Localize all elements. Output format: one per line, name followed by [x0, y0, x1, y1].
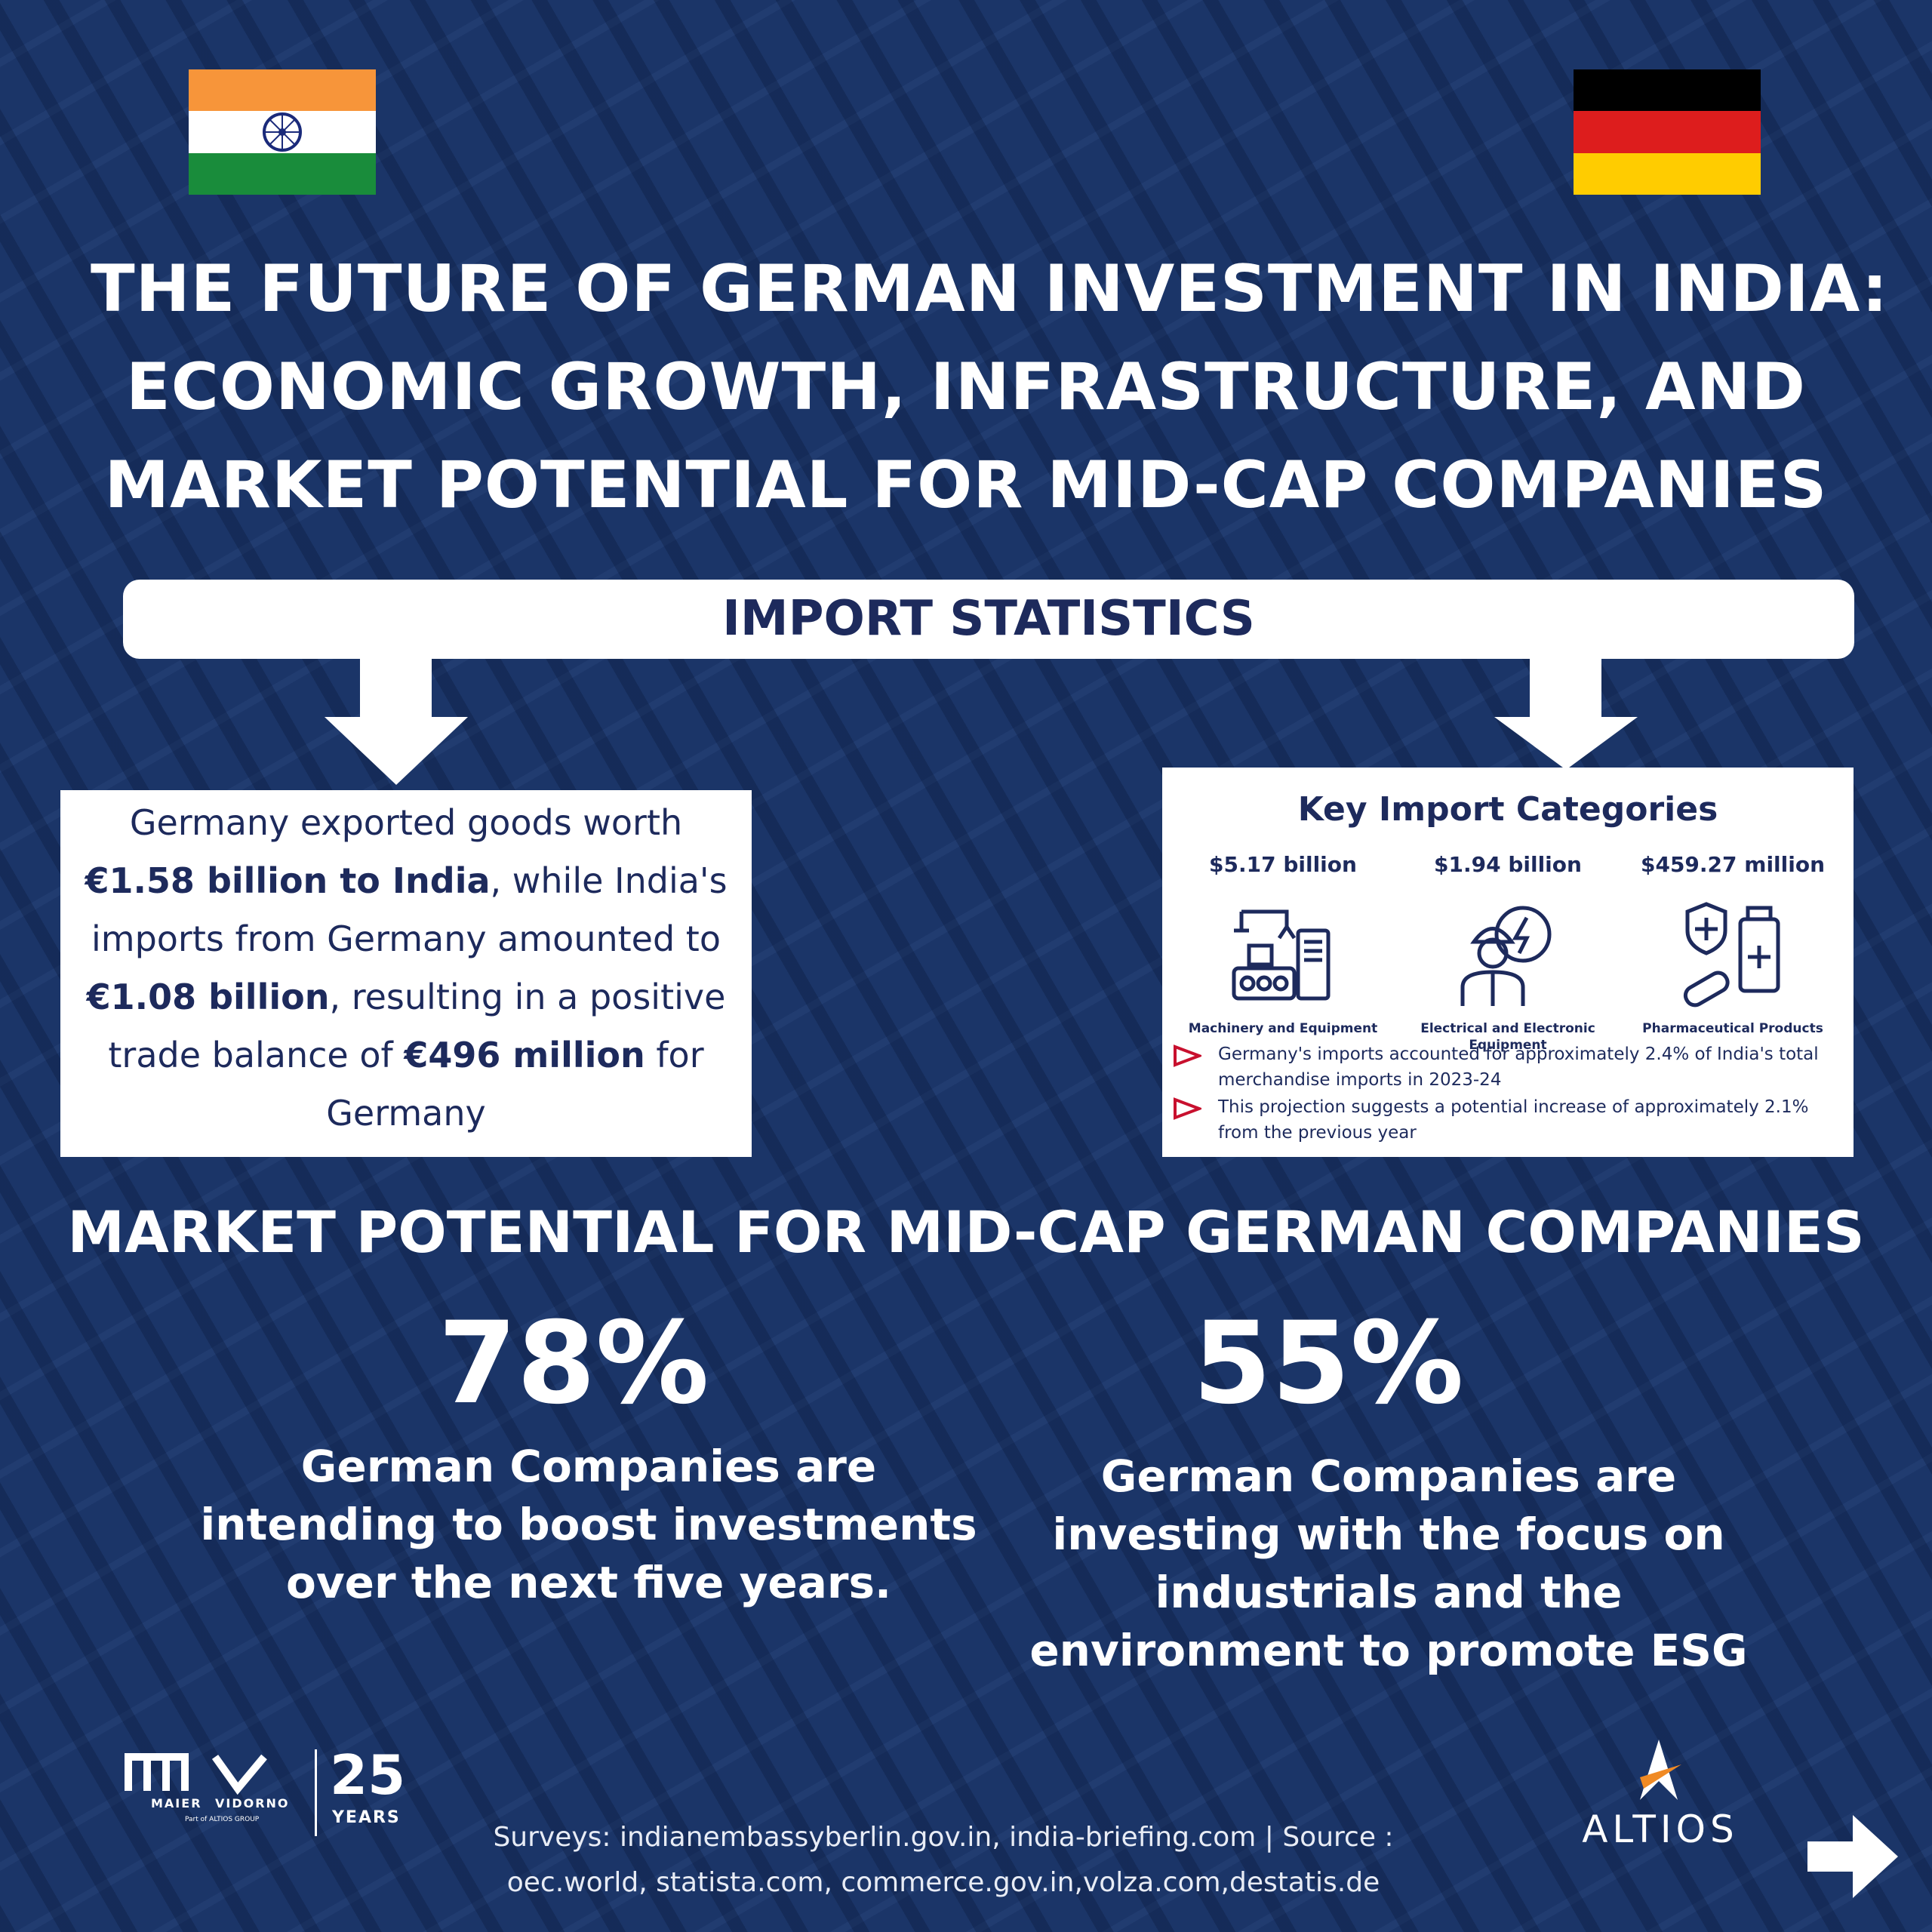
- maier-vidorno-logo: MAIER VIDORNO Part of ALTIOS GROUP 25 YE…: [125, 1743, 411, 1840]
- title-line-2: ECONOMIC GROWTH, INFRASTRUCTURE, AND: [126, 349, 1806, 425]
- next-arrow-icon[interactable]: [1804, 1811, 1902, 1902]
- import-bullet-2: This projection suggests a potential inc…: [1173, 1094, 1837, 1146]
- category-machinery: $5.17 billion Machinery and Equipment: [1188, 852, 1378, 1036]
- import-statistics-banner: IMPORT STATISTICS: [123, 580, 1854, 659]
- mv-logo-right-text: VIDORNO: [215, 1796, 290, 1810]
- germany-flag: [1574, 69, 1761, 195]
- mv-logo-mark: [125, 1753, 267, 1795]
- category-electrical: $1.94 billion Electrical and Electronic …: [1420, 852, 1595, 1053]
- triangle-bullet-icon: [1174, 1044, 1201, 1067]
- mv-logo-sub: Part of ALTIOS GROUP: [185, 1816, 260, 1823]
- logo-divider: [315, 1749, 317, 1836]
- triangle-bullet-icon: [1174, 1097, 1201, 1120]
- sources-line-1: Surveys: indianembassyberlin.gov.in, ind…: [493, 1822, 1394, 1853]
- title-line-3: MARKET POTENTIAL FOR MID-CAP COMPANIES: [104, 448, 1828, 523]
- stat-78-value: 78%: [438, 1298, 709, 1429]
- key-import-categories-box: Key Import Categories $5.17 billion Mach…: [1162, 768, 1854, 1157]
- altios-wordmark: ALTIOS: [1582, 1807, 1739, 1851]
- trade-balance-box: Germany exported goods worth €1.58 billi…: [60, 790, 752, 1157]
- down-arrow-right-icon: [1494, 657, 1638, 770]
- pharmaceutical-icon: [1683, 902, 1780, 1008]
- down-arrow-left-icon: [325, 657, 468, 785]
- title-line-1: THE FUTURE OF GERMAN INVESTMENT IN INDIA…: [91, 251, 1889, 327]
- mv-logo-left-text: MAIER: [151, 1796, 202, 1810]
- ashoka-chakra-icon: [263, 112, 302, 152]
- stat-78-description: German Companies are intending to boost …: [200, 1441, 977, 1608]
- years-number: 25: [330, 1743, 406, 1807]
- category-pharmaceutical: $459.27 million Pharmaceutical Products: [1640, 852, 1825, 1036]
- stat-55-value: 55%: [1192, 1298, 1464, 1429]
- electrical-worker-icon: [1460, 906, 1552, 1006]
- stat-55-description: German Companies are investing with the …: [1029, 1451, 1748, 1676]
- sources-text: Surveys: indianembassyberlin.gov.in, ind…: [423, 1815, 1464, 1906]
- altios-mark-icon: [1640, 1740, 1681, 1800]
- years-label: YEARS: [332, 1808, 401, 1827]
- page-title: THE FUTURE OF GERMAN INVESTMENT IN INDIA…: [91, 240, 1889, 534]
- altios-logo: ALTIOS: [1562, 1736, 1758, 1851]
- india-flag: [189, 69, 376, 195]
- sources-line-2: oec.world, statista.com, commerce.gov.in…: [506, 1867, 1380, 1898]
- import-bullet-1: Germany's imports accounted for approxim…: [1173, 1041, 1837, 1093]
- machinery-icon: [1232, 909, 1331, 1001]
- market-potential-title: MARKET POTENTIAL FOR MID-CAP GERMAN COMP…: [67, 1198, 1865, 1266]
- key-import-title: Key Import Categories: [1297, 790, 1718, 829]
